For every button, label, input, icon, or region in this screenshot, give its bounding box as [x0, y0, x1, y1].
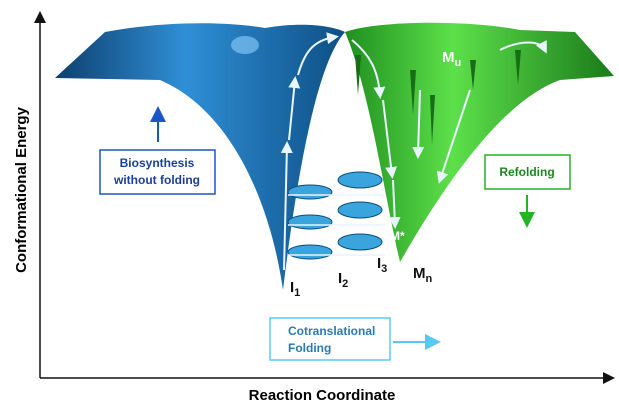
cotranslational-box: Cotranslational Folding	[270, 318, 437, 360]
label-part: n	[426, 273, 433, 285]
refolding-box: Refolding	[485, 155, 570, 224]
label-part: M	[442, 49, 455, 66]
label-part: u	[455, 57, 462, 69]
intermediate-blobs	[288, 172, 382, 259]
biosynthesis-box: Biosynthesis without folding	[100, 110, 215, 194]
box-text: without folding	[113, 173, 200, 187]
label-part: 3	[381, 263, 387, 275]
box-text: Biosynthesis	[120, 156, 195, 170]
box-text: Refolding	[499, 165, 554, 179]
label-part: 2	[342, 278, 348, 290]
highlight	[231, 36, 259, 54]
y-axis-label: Conformational Energy	[13, 106, 30, 273]
green-funnel	[345, 23, 614, 262]
diagram: Conformational Energy Reaction Coordinat…	[0, 0, 619, 407]
state-mstar: M*	[390, 229, 405, 243]
x-axis-label: Reaction Coordinate	[249, 387, 396, 404]
state-i1: I1	[290, 279, 300, 299]
state-i3: I3	[377, 255, 387, 275]
box-text: Folding	[288, 341, 331, 355]
box-text: Cotranslational	[288, 324, 375, 338]
state-i2: I2	[338, 270, 348, 290]
label-part: M	[413, 265, 426, 282]
state-mn: Mn	[413, 265, 433, 285]
label-part: 1	[294, 287, 300, 299]
